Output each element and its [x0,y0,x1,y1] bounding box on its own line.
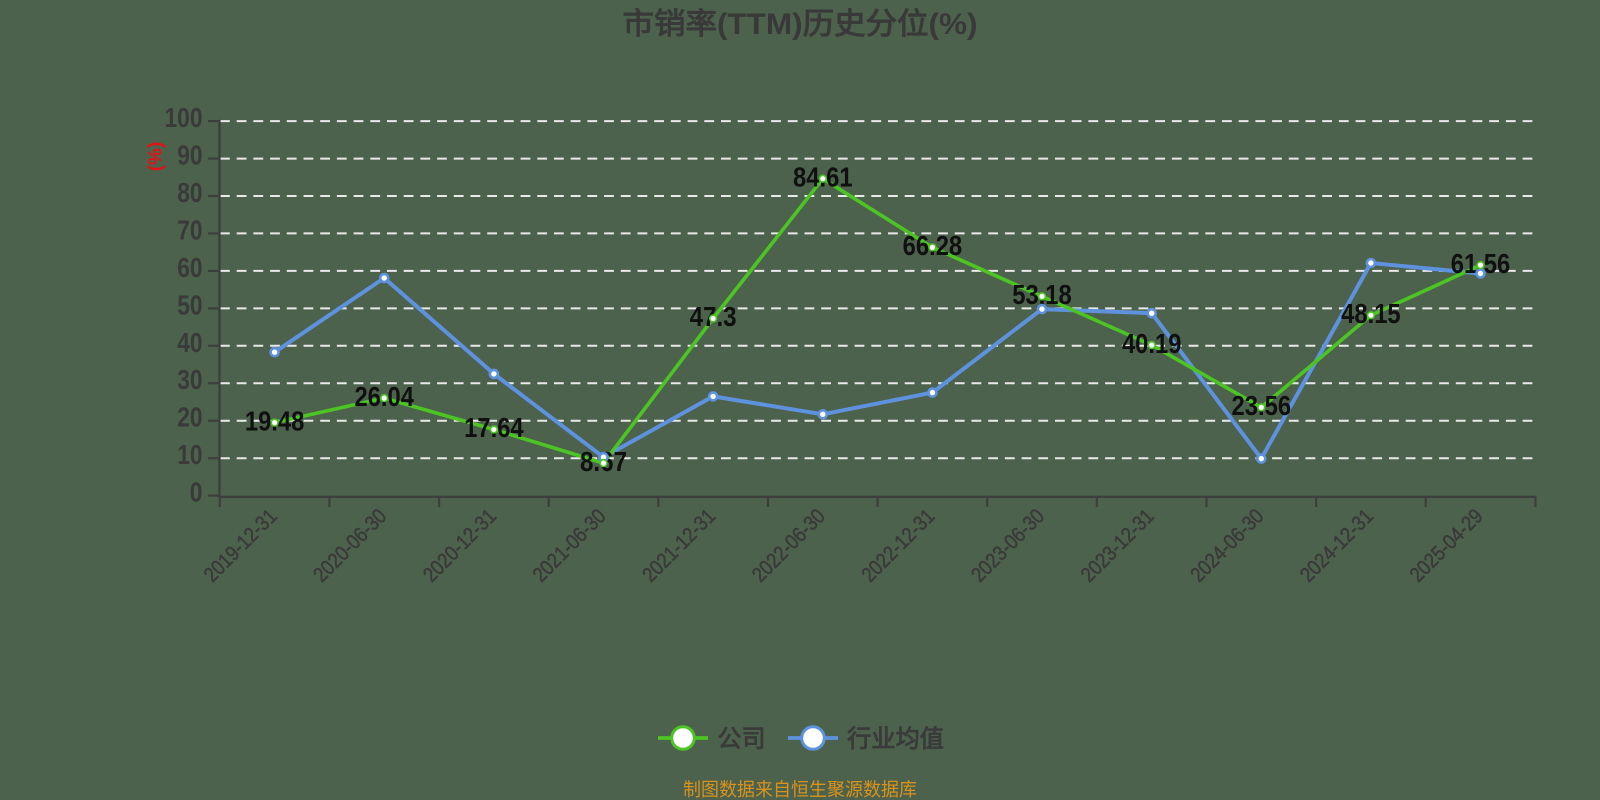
svg-text:40: 40 [177,327,202,358]
svg-text:制图数据来自恒生聚源数据库: 制图数据来自恒生聚源数据库 [683,779,917,800]
svg-text:60: 60 [177,252,202,283]
svg-text:90: 90 [177,140,202,171]
svg-text:公司: 公司 [718,726,766,753]
svg-text:行业均值: 行业均值 [846,725,944,753]
svg-text:80: 80 [177,177,202,208]
svg-text:30: 30 [177,364,202,395]
svg-text:(%): (%) [146,142,167,172]
svg-text:20: 20 [177,402,202,433]
svg-text:市销率(TTM)历史分位(%): 市销率(TTM)历史分位(%) [623,7,978,41]
svg-text:70: 70 [177,214,202,245]
svg-text:0: 0 [190,477,203,508]
svg-text:100: 100 [165,102,203,133]
svg-text:50: 50 [177,289,202,320]
svg-text:10: 10 [177,439,202,470]
